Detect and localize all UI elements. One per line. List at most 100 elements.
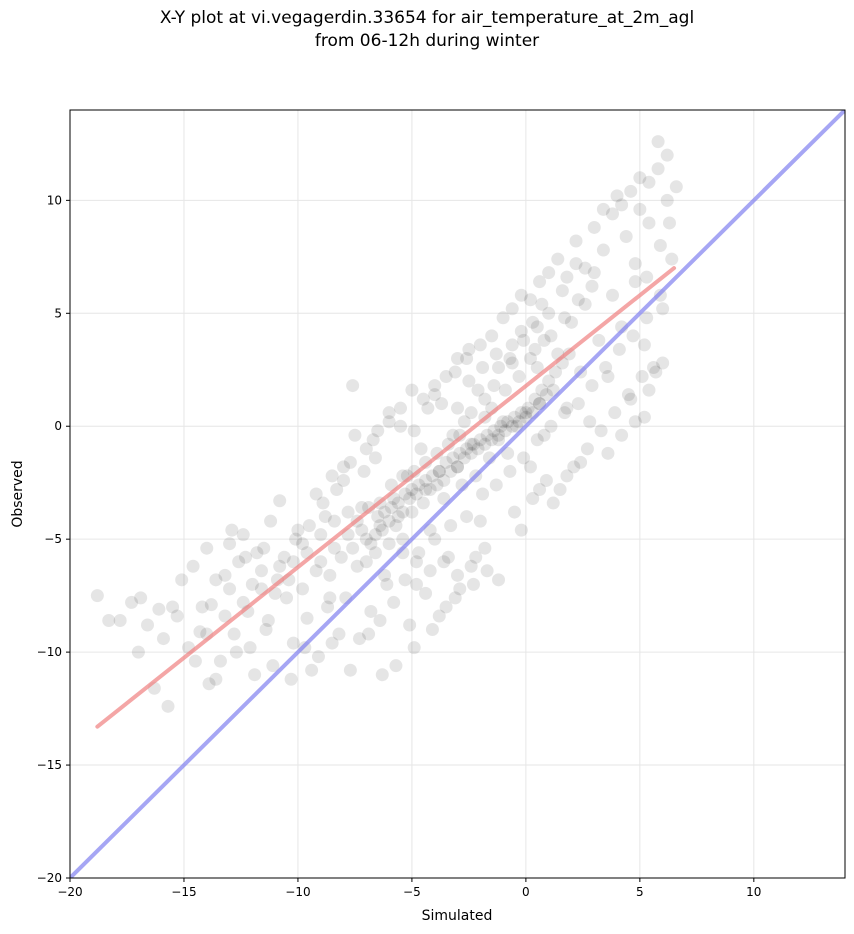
data-point [357,464,371,478]
data-point [273,494,287,508]
data-point [375,523,389,537]
data-point [637,410,651,424]
data-point [619,229,633,243]
data-point [248,668,262,682]
data-point [416,496,430,510]
data-point [382,415,396,429]
data-point [291,523,305,537]
data-point [649,365,663,379]
data-point [407,641,421,655]
data-point [626,329,640,343]
data-point [451,351,464,365]
data-point [382,514,396,528]
data-point [517,333,531,347]
data-point [574,455,588,469]
data-point [428,532,442,546]
data-point [245,577,259,591]
data-point [348,428,362,442]
data-point [430,478,444,492]
data-point [186,559,200,573]
x-axis-label: Simulated [422,908,493,924]
data-point [628,275,642,289]
x-tick-label: −15 [171,885,196,899]
data-point [535,383,549,397]
data-point [569,257,583,271]
data-point [596,202,610,216]
data-point [243,641,257,655]
data-point [227,627,241,641]
data-point [542,374,556,388]
data-point [653,239,667,253]
data-point [419,482,433,496]
data-point [325,469,339,483]
data-point [505,302,519,316]
data-point [656,356,670,370]
plot-frame [69,109,846,879]
data-point [464,406,478,420]
data-point [530,361,544,375]
y-axis-ticks: −20 −15 −10 −5 0 5 10 [37,193,70,885]
data-point [394,401,408,415]
data-point [457,415,471,429]
data-point [478,541,492,555]
data-point [523,460,537,474]
data-point [533,482,547,496]
data-point [533,275,547,289]
data-point [462,342,476,356]
data-point [601,370,615,384]
data-point [430,446,444,460]
data-point [451,460,464,474]
data-point [624,392,638,406]
data-point [580,442,594,456]
data-point [596,243,610,257]
data-point [364,604,378,618]
data-point [496,415,510,429]
data-point [535,297,549,311]
data-point [476,487,490,501]
data-point [398,573,412,587]
data-point [407,424,421,438]
data-point [316,496,330,510]
data-point [451,401,464,415]
data-point [90,589,104,603]
data-point [514,288,528,302]
data-point [512,415,526,429]
data-point [553,482,567,496]
data-point [615,428,629,442]
data-point [601,446,615,460]
data-point [432,464,446,478]
data-point [343,663,357,677]
data-point [526,492,540,506]
data-point [539,473,553,487]
data-point [514,406,528,420]
chart-title-line1: X-Y plot at vi.vegagerdin.33654 for air_… [159,8,695,28]
data-point [608,406,622,420]
data-point [166,600,180,614]
data-point [334,550,348,564]
data-point [530,320,544,334]
data-point [309,487,323,501]
data-point [213,654,227,668]
identity-line [70,110,845,878]
data-point [423,482,437,496]
data-point [549,365,563,379]
data-point [359,555,373,569]
data-point [544,329,558,343]
data-point [519,406,533,420]
y-tick-label: −20 [37,871,62,885]
data-point [259,623,273,637]
data-point [660,148,674,162]
data-point [526,315,540,329]
data-point [489,478,503,492]
data-point [277,550,291,564]
data-point [380,577,394,591]
data-point [487,424,501,438]
data-point [585,279,599,293]
data-point [446,451,460,465]
data-point [492,433,506,447]
data-point [571,397,585,411]
data-point [378,505,392,519]
data-point [558,311,572,325]
data-point [202,677,216,691]
data-point [560,469,574,483]
